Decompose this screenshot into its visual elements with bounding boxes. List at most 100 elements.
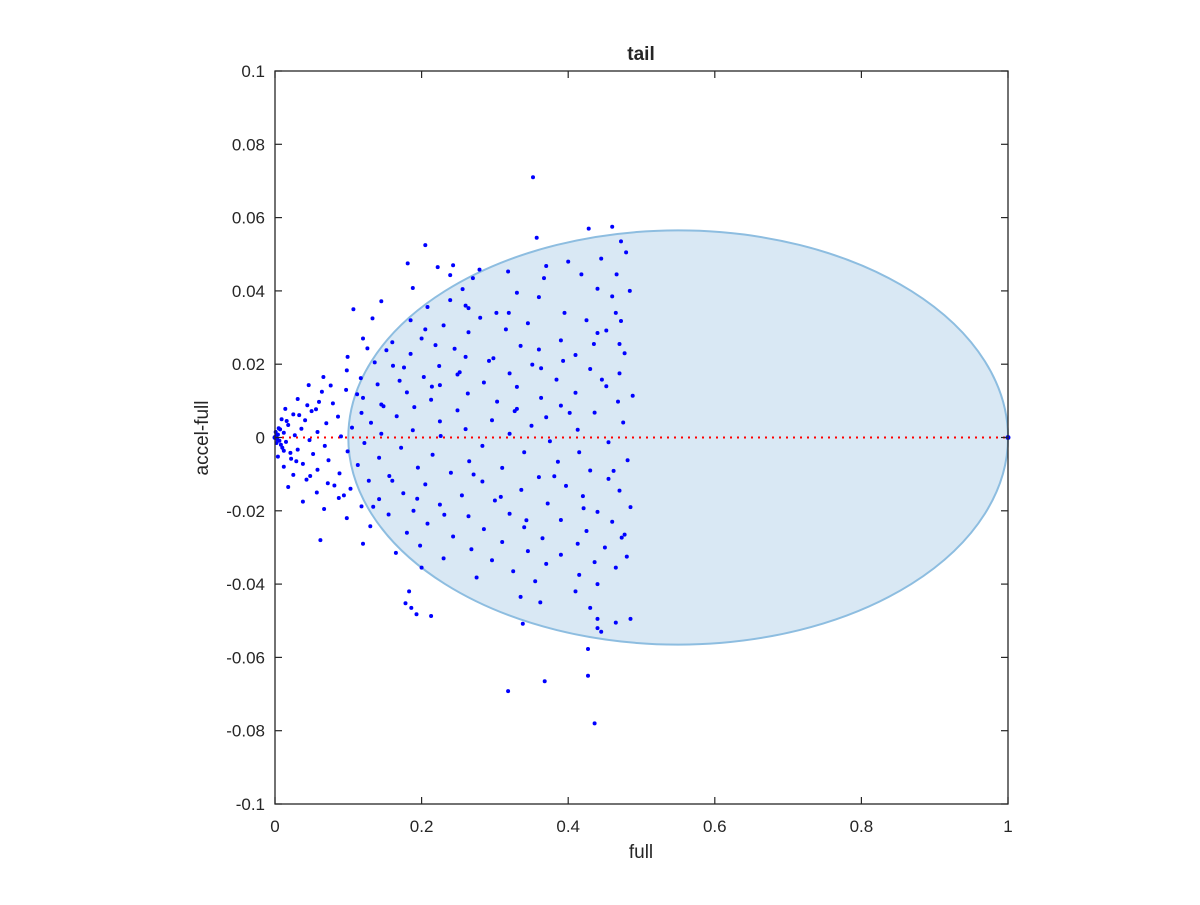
data-point bbox=[481, 527, 486, 532]
data-point bbox=[322, 443, 327, 448]
data-point bbox=[606, 440, 611, 445]
data-point bbox=[522, 450, 527, 455]
data-point bbox=[542, 276, 546, 281]
data-point bbox=[441, 556, 446, 561]
data-point bbox=[399, 445, 404, 450]
data-point bbox=[377, 497, 382, 502]
data-point bbox=[414, 612, 419, 617]
data-point bbox=[404, 530, 409, 535]
y-tick-label: -0.08 bbox=[226, 722, 265, 741]
data-point bbox=[500, 465, 505, 470]
data-point bbox=[408, 318, 413, 323]
data-point bbox=[350, 425, 354, 430]
data-point bbox=[522, 525, 527, 530]
data-point bbox=[586, 673, 590, 678]
data-point bbox=[415, 465, 420, 470]
data-point bbox=[300, 499, 305, 504]
data-point bbox=[547, 439, 552, 444]
data-point bbox=[337, 471, 342, 476]
data-point bbox=[490, 558, 494, 563]
data-point bbox=[579, 272, 584, 277]
data-point bbox=[592, 721, 597, 726]
data-point bbox=[306, 383, 311, 388]
data-point bbox=[463, 354, 468, 359]
data-point bbox=[573, 390, 578, 395]
data-point bbox=[429, 614, 434, 618]
data-point bbox=[397, 378, 402, 383]
data-point bbox=[619, 535, 624, 540]
data-point bbox=[595, 626, 600, 631]
data-point bbox=[561, 358, 566, 363]
data-point bbox=[507, 371, 512, 376]
data-point bbox=[393, 550, 398, 555]
data-point bbox=[624, 250, 629, 255]
data-point bbox=[536, 295, 541, 300]
data-point bbox=[448, 298, 453, 303]
data-point bbox=[411, 508, 416, 513]
data-point bbox=[344, 387, 349, 392]
data-point bbox=[278, 442, 283, 447]
data-point bbox=[480, 443, 485, 448]
data-point bbox=[275, 432, 280, 437]
data-point bbox=[495, 399, 500, 404]
data-point bbox=[463, 303, 468, 308]
data-point bbox=[577, 572, 582, 577]
data-point bbox=[297, 413, 302, 418]
data-point bbox=[419, 565, 424, 570]
data-point bbox=[390, 478, 395, 483]
y-tick-label: 0.02 bbox=[232, 355, 265, 374]
data-point bbox=[448, 470, 453, 475]
data-point bbox=[621, 420, 626, 425]
y-tick-label: 0 bbox=[256, 429, 265, 448]
data-point bbox=[481, 380, 486, 385]
data-point bbox=[478, 315, 483, 320]
data-point bbox=[588, 367, 593, 371]
data-point bbox=[379, 299, 384, 304]
data-point bbox=[539, 366, 544, 371]
data-point bbox=[613, 310, 618, 315]
data-point bbox=[355, 463, 360, 467]
data-point bbox=[394, 414, 399, 419]
data-point bbox=[584, 318, 589, 323]
data-point bbox=[625, 458, 630, 463]
data-point bbox=[408, 351, 413, 356]
data-point bbox=[351, 307, 356, 312]
data-point bbox=[384, 348, 389, 353]
data-point bbox=[487, 358, 491, 363]
data-point bbox=[326, 458, 331, 463]
data-point bbox=[617, 488, 622, 493]
data-point bbox=[588, 468, 593, 473]
data-point bbox=[362, 441, 367, 445]
data-point bbox=[437, 502, 442, 507]
data-point bbox=[277, 438, 282, 443]
data-point bbox=[494, 310, 499, 315]
data-point bbox=[558, 552, 563, 557]
data-point bbox=[592, 560, 597, 565]
data-point bbox=[403, 601, 408, 606]
data-point bbox=[536, 475, 541, 480]
data-point bbox=[429, 397, 434, 402]
data-point bbox=[341, 493, 346, 498]
data-point bbox=[519, 487, 524, 492]
data-point bbox=[381, 404, 386, 409]
data-point bbox=[465, 391, 470, 396]
data-point bbox=[491, 356, 496, 361]
data-point bbox=[514, 384, 519, 389]
data-point bbox=[300, 461, 305, 466]
data-point bbox=[573, 353, 578, 357]
data-point bbox=[577, 450, 582, 455]
data-point bbox=[573, 589, 578, 594]
data-point bbox=[566, 259, 571, 264]
data-point bbox=[405, 261, 410, 266]
data-point bbox=[295, 447, 300, 452]
data-point bbox=[409, 605, 414, 610]
data-point bbox=[314, 407, 318, 412]
data-point bbox=[613, 565, 618, 570]
data-point bbox=[628, 616, 633, 621]
x-axis-label: full bbox=[629, 842, 653, 863]
data-point bbox=[303, 418, 308, 423]
data-point bbox=[286, 423, 291, 427]
data-point bbox=[305, 403, 310, 408]
data-point bbox=[540, 536, 545, 541]
data-point bbox=[404, 390, 409, 395]
